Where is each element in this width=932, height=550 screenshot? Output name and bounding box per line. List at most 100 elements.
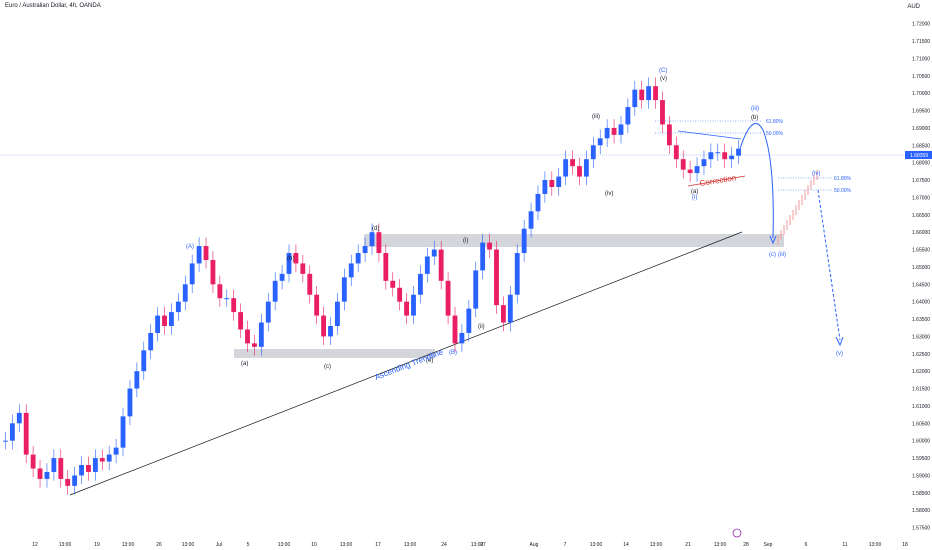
wave-label-a2: (a): [691, 189, 698, 195]
y-tick-label: 1.64500: [912, 282, 930, 288]
x-tick-label: 28: [743, 542, 749, 548]
fib-618-lower-label: 61.80%: [834, 176, 852, 182]
candle-body: [466, 308, 472, 333]
y-tick-label: 1.70000: [912, 91, 930, 97]
candle-body: [625, 107, 631, 125]
y-tick-label: 1.57500: [912, 526, 930, 532]
candle-body: [196, 246, 202, 264]
candle-body: [404, 301, 409, 316]
chart-title: Euro / Australian Dollar, 4h, OANDA: [5, 3, 101, 9]
candle-body: [86, 465, 91, 472]
y-tick-label: 1.70500: [912, 74, 930, 80]
candle-body: [646, 86, 652, 101]
y-tick-label: 1.62000: [912, 369, 930, 375]
candle-body: [660, 100, 665, 125]
candle-body: [203, 246, 209, 260]
wave-label-b1: (b): [287, 256, 294, 262]
candle-body: [175, 301, 181, 313]
candle-body: [99, 458, 105, 462]
candle-body: [556, 176, 562, 187]
candle-body: [217, 284, 223, 299]
wave-label-b2: (b): [751, 115, 758, 121]
y-tick-label: 1.68000: [912, 161, 930, 167]
candle-body: [238, 312, 244, 330]
x-tick-label: 6: [805, 542, 808, 548]
wave-label-v1: (v): [660, 76, 667, 82]
candle-body: [321, 315, 327, 337]
candle-body: [293, 253, 299, 264]
candle-body: [431, 249, 437, 257]
y-tick-label: 1.62500: [912, 352, 930, 358]
candle-body: [397, 287, 403, 302]
x-tick-label: 13:00: [590, 542, 603, 548]
candle-body: [521, 228, 527, 254]
candle-body: [438, 249, 444, 281]
y-tick-label: 1.68500: [912, 143, 930, 149]
candle-body: [307, 273, 313, 295]
wave-label-C: (C): [659, 68, 667, 74]
fib-50-lower-label: 50.00%: [834, 188, 852, 194]
candle-body: [328, 326, 333, 337]
candle-body: [245, 329, 250, 344]
y-tick-label: 1.58500: [912, 491, 930, 497]
correction-bottom-line: [687, 175, 746, 187]
candle-body: [722, 152, 728, 160]
candle-body: [570, 159, 575, 167]
x-tick-label: 21: [685, 542, 691, 548]
candle-body: [258, 322, 264, 347]
candle-body: [72, 475, 78, 486]
candle-body: [611, 127, 617, 135]
candle-body: [618, 124, 624, 135]
x-tick-label: 13:00: [278, 542, 291, 548]
candle-body: [210, 259, 216, 285]
wave-label-A: (A): [186, 244, 194, 250]
candle-body: [300, 263, 306, 274]
candle-body: [231, 298, 237, 313]
candle-body: [58, 458, 64, 479]
projection-dashed-down: [817, 189, 841, 341]
y-tick-label: 1.63000: [912, 334, 930, 340]
candle-body: [673, 145, 679, 160]
y-tick-label: 1.67500: [912, 178, 930, 184]
wave-label-iv2: (iv): [812, 171, 820, 177]
candle-body: [500, 305, 506, 323]
projection-arrow-dashed-head: [835, 336, 844, 347]
wave-label-iv1: (iv): [605, 191, 613, 197]
candle-body: [162, 315, 167, 326]
x-tick-label: Sep: [764, 542, 773, 548]
x-tick-label: 10: [311, 542, 317, 548]
x-tick-label: 13:00: [471, 542, 484, 548]
candle-body: [37, 468, 43, 479]
x-tick-label: 13:00: [59, 542, 72, 548]
candle-body: [51, 458, 57, 472]
y-tick-label: 1.60000: [912, 439, 930, 445]
candle-body: [494, 249, 499, 306]
candle-body: [583, 159, 589, 177]
y-tick-label: 1.58000: [912, 508, 930, 514]
x-tick-label: 18: [902, 542, 908, 548]
x-tick-label: 13:00: [650, 542, 663, 548]
ascending-trendline: [69, 231, 743, 496]
projection-curve-up: [738, 123, 774, 239]
candle-body: [16, 412, 22, 424]
wave-label-a1: (a): [241, 361, 248, 367]
currency-label: AUD: [907, 4, 920, 10]
x-tick-label: 26: [156, 542, 162, 548]
candle-body: [9, 423, 15, 441]
candle-body: [604, 127, 610, 139]
candle-body: [390, 280, 396, 288]
x-tick-label: 24: [441, 542, 447, 548]
x-tick-label: 14: [623, 542, 629, 548]
candles-group: [3, 77, 741, 495]
y-tick-label: 1.60500: [912, 421, 930, 427]
wave-label-B: (B): [449, 350, 457, 356]
x-tick-label: 12: [32, 542, 38, 548]
wave-label-i1: (i): [463, 238, 468, 244]
candle-body: [252, 343, 257, 347]
y-tick-label: 1.59500: [912, 456, 930, 462]
candle-body: [79, 465, 84, 476]
candle-body: [680, 159, 686, 170]
y-tick-label: 1.61000: [912, 404, 930, 410]
projection-arrow-down-head: [769, 235, 777, 245]
